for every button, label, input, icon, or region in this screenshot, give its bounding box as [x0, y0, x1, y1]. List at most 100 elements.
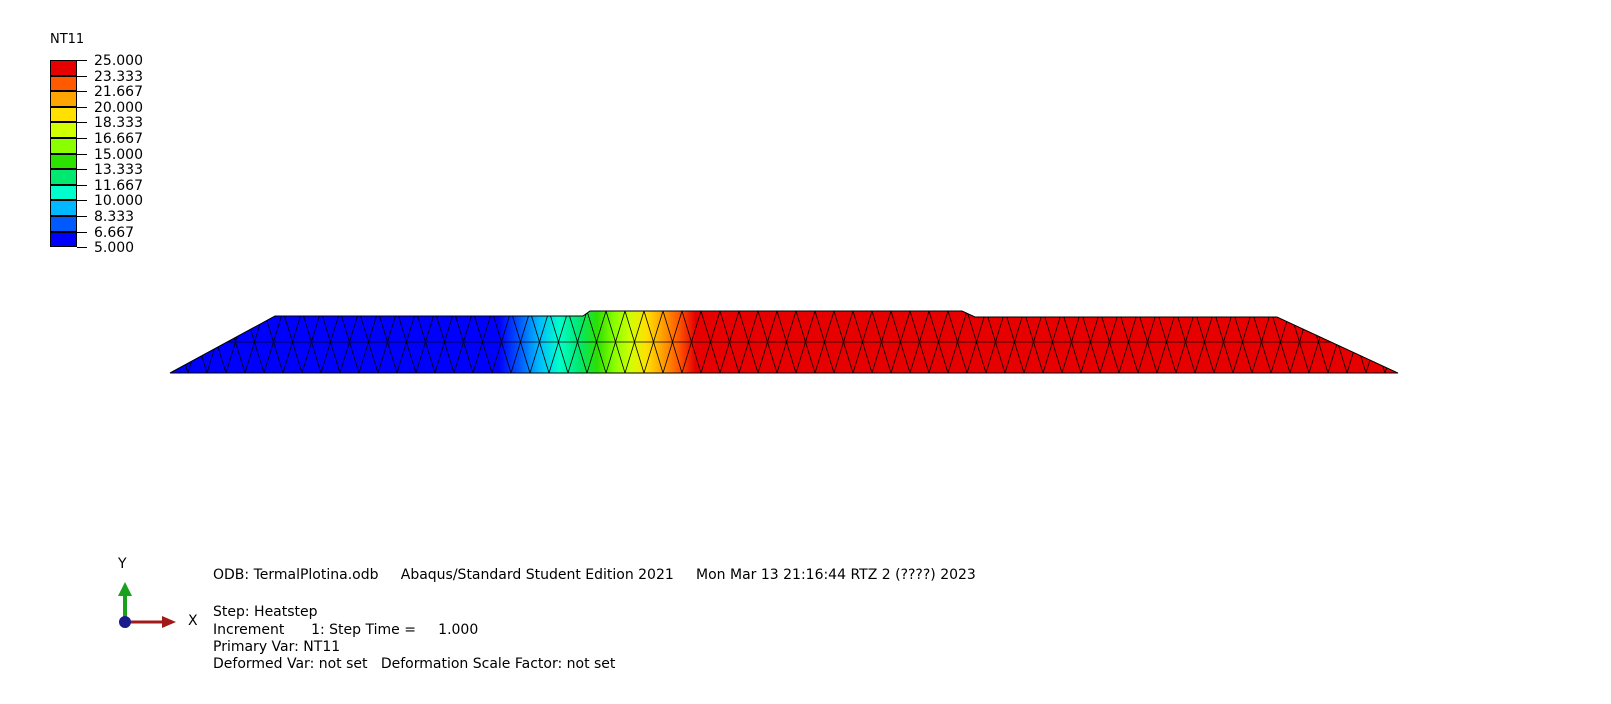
legend-label: 20.000	[94, 99, 143, 116]
mesh-edge	[966, 311, 977, 343]
mesh-edge	[273, 341, 284, 373]
deformed-var-info: Deformed Var: not set Deformation Scale …	[213, 656, 616, 672]
legend-tick	[77, 106, 87, 108]
mesh-edge	[349, 341, 360, 373]
triad-origin	[119, 616, 131, 628]
mesh-edge	[1327, 341, 1338, 373]
mesh-edge	[1080, 341, 1091, 373]
mesh-edge	[170, 311, 179, 343]
mesh-edge	[938, 341, 949, 373]
mesh-edge	[1042, 341, 1053, 373]
mesh-edge	[805, 311, 816, 343]
mesh-edge	[1090, 341, 1101, 373]
legend-swatch	[50, 138, 77, 154]
odb-info: ODB: TermalPlotina.odb Abaqus/Standard S…	[213, 567, 976, 583]
mesh-edge	[444, 341, 455, 373]
mesh-edge	[928, 341, 939, 373]
mesh-edge	[1023, 341, 1034, 373]
legend-swatch	[50, 153, 77, 170]
mesh-edge	[150, 342, 160, 373]
mesh-edge	[1394, 311, 1398, 343]
mesh-edge	[1185, 341, 1196, 373]
mesh-edge	[1052, 341, 1063, 373]
part-outline	[169, 310, 1399, 374]
mesh-edge	[216, 311, 227, 343]
mesh-edge	[387, 341, 398, 373]
mesh-edge	[330, 341, 341, 373]
mesh-edge	[539, 341, 550, 373]
mesh-edge	[586, 341, 597, 373]
legend-swatch	[50, 60, 77, 76]
mesh-edge	[1223, 341, 1234, 373]
mesh-edge	[160, 342, 170, 373]
mesh-edge	[700, 311, 711, 343]
mesh-edge	[1194, 341, 1205, 373]
mesh-edge	[1337, 341, 1348, 373]
mesh-edge	[634, 311, 645, 343]
mesh-edge	[957, 311, 968, 343]
mesh-edge	[653, 341, 664, 373]
legend-label: 15.000	[94, 146, 143, 163]
legend-tick	[77, 122, 87, 124]
mesh-edge	[919, 341, 930, 373]
mesh-edge	[1414, 342, 1424, 373]
mesh-edge	[985, 341, 996, 373]
legend-tick	[77, 169, 87, 171]
step-info: Step: Heatstep	[213, 604, 318, 620]
legend-tick	[77, 138, 87, 139]
mesh-edge	[862, 341, 873, 373]
mesh-edge	[567, 341, 578, 373]
mesh-edge	[1289, 341, 1300, 373]
mesh-edge	[1204, 341, 1215, 373]
mesh-edge	[643, 311, 654, 343]
mesh-edge	[957, 341, 968, 373]
mesh-edge	[748, 311, 759, 343]
mesh-edge	[225, 341, 236, 373]
legend-label: 6.667	[94, 224, 135, 241]
mesh-edge	[529, 341, 540, 373]
mesh-edge	[605, 311, 616, 343]
mesh-edge	[1346, 311, 1357, 343]
mesh-edge	[225, 311, 236, 343]
mesh-edge	[729, 311, 740, 343]
mesh-edge	[463, 341, 474, 373]
mesh-edge	[206, 311, 217, 343]
mesh-edge	[520, 341, 531, 373]
mesh-edge	[928, 311, 939, 343]
mesh-edge	[824, 341, 835, 373]
legend-label: 10.000	[94, 193, 143, 210]
mesh-edge	[1299, 341, 1310, 373]
legend-tick	[77, 153, 87, 155]
mesh-edge	[254, 341, 265, 373]
mesh-edge	[1099, 341, 1110, 373]
mesh-edge	[900, 311, 911, 343]
mesh-edge	[1327, 311, 1338, 343]
mesh-edge	[691, 341, 702, 373]
mesh-edge	[1318, 341, 1329, 373]
mesh-edge	[1404, 311, 1414, 342]
mesh-edge	[662, 341, 673, 373]
mesh-edge	[890, 311, 901, 343]
mesh-edge	[672, 341, 683, 373]
mesh-edge	[615, 311, 626, 343]
y-axis-label: Y	[118, 556, 127, 572]
mesh-edge	[662, 311, 673, 343]
mesh-edge	[472, 341, 483, 373]
legend-swatch	[50, 91, 77, 107]
mesh-edge	[852, 311, 863, 343]
mesh-edge	[605, 341, 616, 373]
mesh-edge	[558, 341, 569, 373]
mesh-edge	[358, 341, 369, 373]
mesh-edge	[1156, 341, 1167, 373]
mesh-edge	[710, 311, 721, 343]
y-axis-arrowhead	[118, 582, 132, 596]
mesh-edge	[966, 341, 977, 373]
mesh-edge	[1242, 341, 1253, 373]
mesh-edge	[909, 311, 920, 343]
mesh-edge	[1270, 341, 1281, 373]
legend-tick	[77, 247, 87, 249]
mesh-edge	[396, 341, 407, 373]
mesh-edge	[814, 341, 825, 373]
